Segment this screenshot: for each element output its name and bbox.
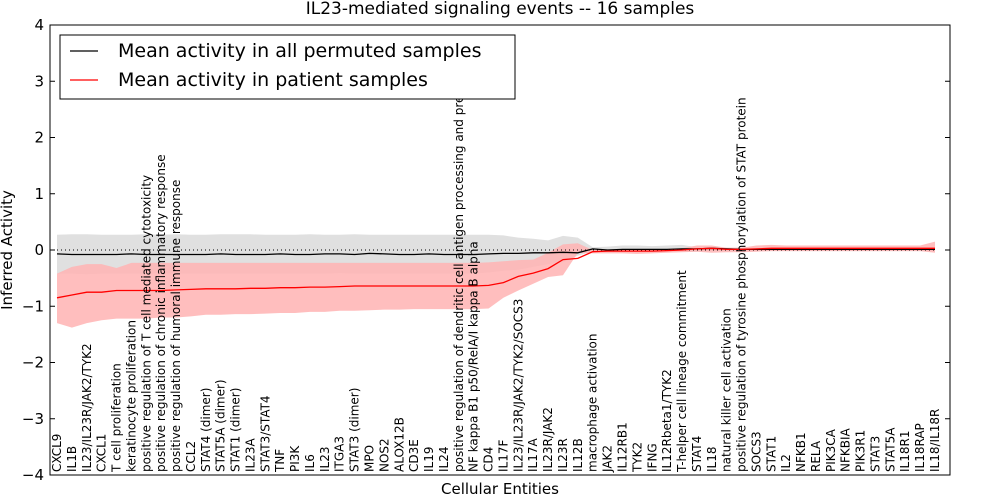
chart-title: IL23-mediated signaling events -- 16 sam… (306, 0, 695, 19)
category-label: STAT3 (869, 436, 883, 472)
x-axis-label: Cellular Entities (441, 480, 559, 498)
y-tick-label: 4 (34, 16, 44, 34)
category-label: IL12RB1 (616, 422, 630, 472)
category-label: IL23R/JAK2 (541, 407, 555, 472)
category-label: STAT3 (dimer) (348, 388, 362, 472)
y-tick-label: −3 (22, 410, 44, 428)
y-tick-label: 3 (34, 72, 44, 90)
category-label: IL6 (303, 454, 317, 472)
category-label: STAT1 (dimer) (229, 388, 243, 472)
category-label: STAT5A (dimer) (214, 379, 228, 472)
category-label: IL17A (526, 438, 540, 472)
category-label: keratinocyte proliferation (124, 320, 138, 472)
category-label: IL24 (437, 447, 451, 473)
category-label: STAT4 (690, 436, 704, 472)
category-label: NOS2 (377, 438, 391, 472)
y-tick-label: −4 (22, 466, 44, 484)
category-label: CXCL1 (95, 434, 109, 472)
category-label: STAT5A (883, 427, 897, 472)
category-label: MPO (363, 445, 377, 472)
legend: Mean activity in all permuted samples Me… (59, 34, 516, 100)
category-label: SOCS3 (749, 431, 763, 472)
category-label: positive regulation of tyrosine phosphor… (735, 97, 749, 472)
plot-frame (49, 24, 951, 476)
category-label: RELA (809, 440, 823, 472)
category-label: IL23R (556, 438, 570, 472)
category-label: natural killer cell activation (720, 308, 734, 472)
category-label: macrophage activation (586, 334, 600, 472)
category-labels: CXCL9 IL1B IL23/IL23R/JAK2/TYK2 CXCL1 T cell… (50, 39, 942, 473)
category-label: IL12B (571, 438, 585, 472)
category-label: PIK3R1 (854, 430, 868, 472)
category-label: T-helper cell lineage commitment (675, 270, 689, 473)
y-tick-label: −2 (22, 354, 44, 372)
category-label: NFKBIA (839, 427, 853, 472)
category-label: positive regulation of dendritic cell an… (452, 39, 466, 472)
category-label: NFKB1 (794, 432, 808, 472)
category-label: IL19 (422, 447, 436, 473)
category-label: IL18/IL18R (928, 409, 942, 472)
category-label: IL12Rbeta1/TYK2 (660, 369, 674, 472)
category-label: IL18RAP (913, 423, 927, 472)
category-label: IL23/IL23R/JAK2/TYK2 (80, 343, 94, 472)
y-tick-label: −1 (22, 297, 44, 315)
category-label: CCL2 (184, 441, 198, 472)
category-label: STAT3/STAT4 (258, 395, 272, 472)
category-label: JAK2 (601, 445, 615, 473)
category-label: PIK3CA (824, 428, 838, 472)
category-label: TNF (273, 449, 287, 473)
category-label: ITGA3 (333, 436, 347, 472)
lines-layer (56, 247, 935, 299)
legend-box (59, 34, 516, 100)
category-label: CD4 (482, 447, 496, 472)
category-label: PI3K (288, 445, 302, 472)
category-label: IL18R1 (898, 431, 912, 472)
permuted-mean-line (56, 247, 935, 256)
category-label: IL2 (779, 454, 793, 472)
category-label: NF kappa B1 p50/RelA/I kappa B alpha (467, 241, 481, 472)
category-label: IFNG (645, 443, 659, 472)
category-label: IL23A (244, 438, 258, 472)
category-label: IL23 (318, 447, 332, 473)
category-label: TYK2 (630, 442, 644, 473)
category-label: T cell proliferation (110, 363, 124, 473)
y-tick-label: 0 (34, 241, 44, 259)
patient-mean-line (56, 247, 935, 299)
category-label: IL18 (705, 447, 719, 473)
y-axis-label: Inferred Activity (0, 190, 16, 310)
category-label: IL1B (65, 446, 79, 472)
category-label: STAT1 (764, 436, 778, 472)
y-tick-label: 1 (34, 185, 44, 203)
category-label: positive regulation of humoral immune re… (169, 180, 183, 472)
category-label: IL17F (496, 440, 510, 472)
category-label: CXCL9 (50, 434, 64, 472)
category-label: positive regulation of T cell mediated c… (139, 175, 153, 472)
legend-label-patient: Mean activity in patient samples (118, 69, 428, 91)
category-label: IL23/IL23R/JAK2/TYK2/SOCS3 (511, 299, 525, 472)
category-label: ALOX12B (392, 417, 406, 472)
y-axis-ticks: 4 3 2 1 0 −1 −2 −3 −4 (22, 16, 950, 484)
category-label: CD3E (407, 439, 421, 472)
category-label: STAT4 (dimer) (199, 388, 213, 472)
legend-label-permuted: Mean activity in all permuted samples (118, 40, 481, 62)
y-tick-label: 2 (34, 129, 44, 147)
category-label: positive regulation of chronic inflammat… (154, 154, 168, 472)
